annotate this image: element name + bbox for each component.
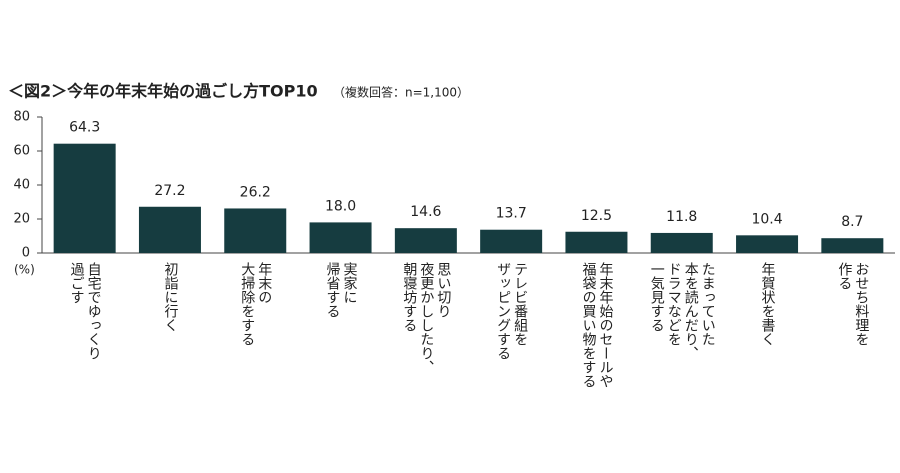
chart-subtitle: （複数回答：n=1,100） bbox=[333, 85, 469, 100]
bar bbox=[53, 143, 116, 253]
y-tick-label: 0 bbox=[22, 246, 30, 261]
value-label: 26.2 bbox=[240, 184, 271, 200]
chart-title: ＜図2＞今年の年末年始の過ごし方TOP10 bbox=[8, 82, 318, 101]
bar bbox=[224, 208, 287, 253]
x-tick-label: たまっていた 本を読んだり、 ドラマなどを 一気見する bbox=[648, 262, 716, 360]
y-tick-label: 60 bbox=[13, 144, 30, 159]
x-tick-label: 年末年始のセールや 福袋の買い物をする bbox=[580, 262, 614, 388]
value-label: 13.7 bbox=[496, 206, 527, 222]
bar bbox=[821, 238, 884, 253]
value-label: 14.6 bbox=[410, 204, 441, 220]
bar bbox=[650, 232, 713, 253]
y-tick-label: 40 bbox=[13, 178, 30, 193]
x-tick-label: 実家に 帰省する bbox=[324, 262, 358, 318]
x-tick-label: 自宅でゆっくり 過ごす bbox=[68, 262, 102, 360]
value-label: 27.2 bbox=[154, 183, 185, 199]
x-tick-label: おせち料理を 作る bbox=[836, 262, 870, 346]
bar bbox=[394, 228, 457, 253]
x-tick-label: 年末の 大掃除をする bbox=[239, 262, 273, 346]
value-label: 10.4 bbox=[751, 211, 782, 227]
value-label: 18.0 bbox=[325, 198, 356, 214]
x-tick-label: 初詣に行く bbox=[162, 262, 179, 332]
value-label: 12.5 bbox=[581, 208, 612, 224]
bar bbox=[565, 231, 628, 253]
value-label: 64.3 bbox=[69, 120, 100, 136]
y-tick-label: 80 bbox=[13, 110, 30, 125]
y-tick-label: 20 bbox=[13, 212, 30, 227]
bar bbox=[309, 222, 372, 253]
bar bbox=[736, 235, 799, 253]
x-tick-label: テレビ番組を ザッピングする bbox=[495, 262, 529, 360]
value-label: 11.8 bbox=[666, 209, 697, 225]
bar bbox=[480, 229, 543, 253]
x-tick-label: 思い切り 夜更かししたり、 朝寝坊する bbox=[401, 262, 452, 374]
y-unit: (%) bbox=[14, 263, 35, 277]
value-label: 8.7 bbox=[841, 214, 863, 230]
x-tick-label: 年賀状を書く bbox=[759, 262, 776, 346]
bar bbox=[138, 206, 201, 253]
